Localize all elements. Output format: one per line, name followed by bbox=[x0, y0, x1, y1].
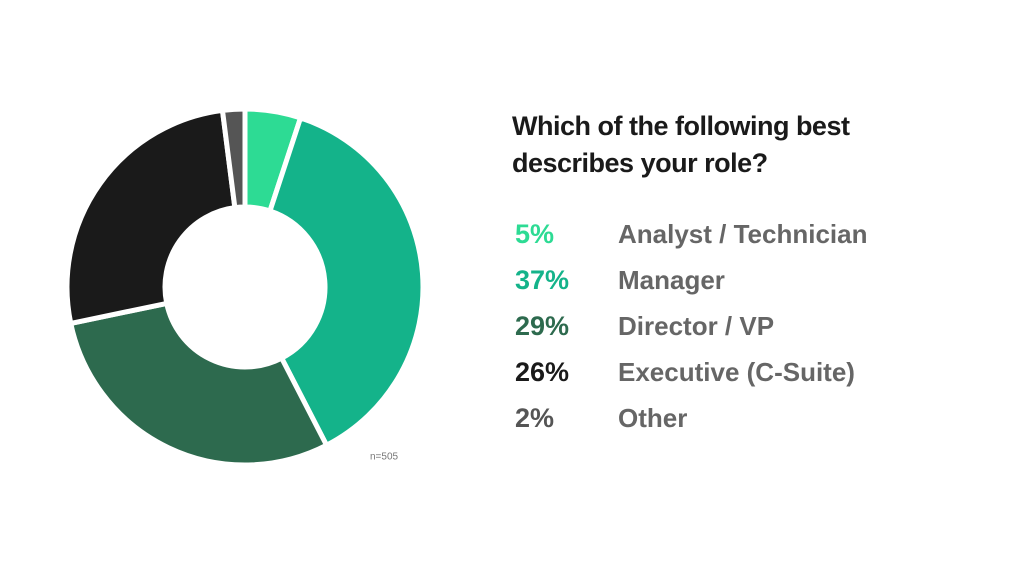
legend-value: 26% bbox=[515, 357, 569, 387]
legend-value: 2% bbox=[515, 403, 554, 433]
legend-label: Analyst / Technician bbox=[618, 219, 867, 249]
legend-label: Other bbox=[618, 403, 687, 433]
legend-value: 5% bbox=[515, 219, 554, 249]
donut-slice bbox=[71, 303, 327, 465]
legend-label: Director / VP bbox=[618, 311, 774, 341]
chart-title: Which of the following best describes yo… bbox=[512, 108, 912, 182]
legend-value: 29% bbox=[515, 311, 569, 341]
donut-slice bbox=[67, 110, 235, 323]
sample-size-note: n=505 bbox=[370, 452, 399, 463]
legend-label: Executive (C-Suite) bbox=[618, 357, 855, 387]
legend-label: Manager bbox=[618, 265, 725, 295]
legend-value: 37% bbox=[515, 265, 569, 295]
